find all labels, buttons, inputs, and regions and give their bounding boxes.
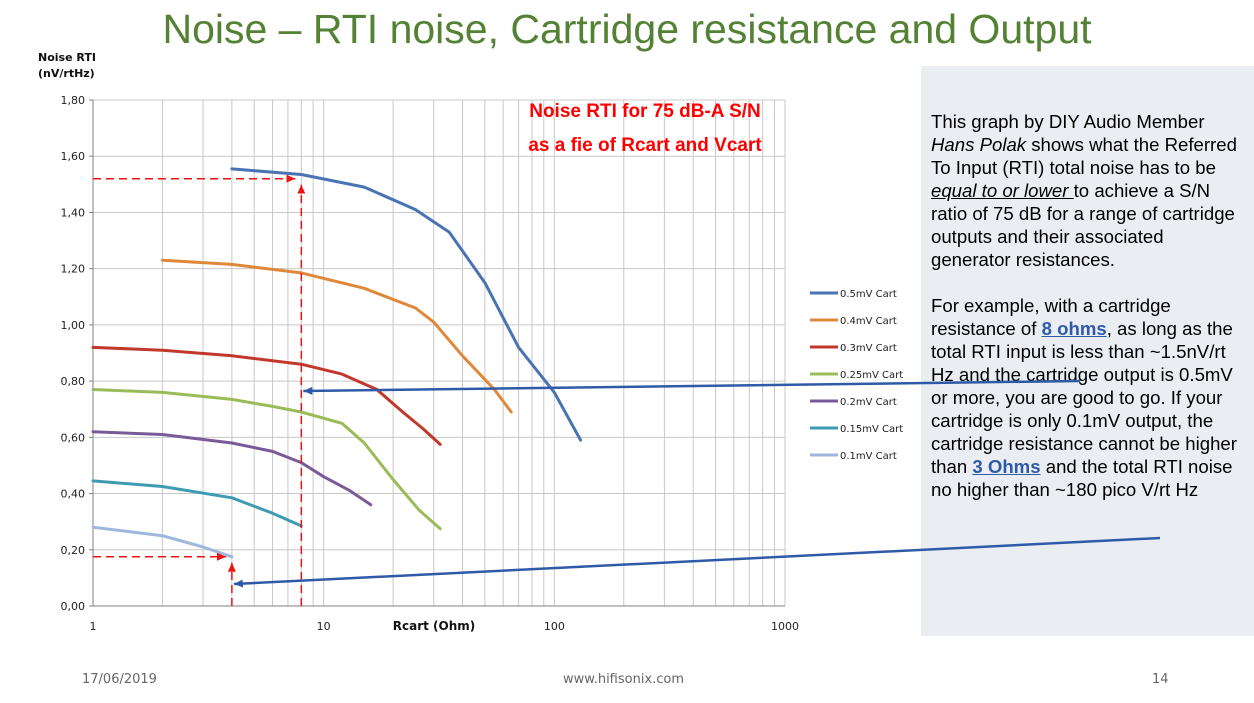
y-tick-label: 1,60 — [61, 150, 86, 163]
pointer-arrow — [303, 379, 1081, 395]
x-tick-label: 10 — [317, 620, 331, 633]
series-line — [160, 258, 513, 414]
y-tick-label: 0,20 — [61, 544, 86, 557]
description-text: This graph by DIY Audio Member Hans Pola… — [931, 110, 1241, 501]
description-paragraph-2: For example, with a cartridge resistance… — [931, 295, 1237, 500]
x-tick-label: 1000 — [771, 620, 799, 633]
legend-label: 0.3mV Cart — [840, 343, 897, 354]
pointer-arrow — [233, 536, 1161, 588]
highlight-3-ohms: 3 Ohms — [972, 456, 1041, 477]
series-line — [230, 167, 583, 442]
series-line — [91, 525, 234, 559]
y-tick-label: 1,80 — [61, 94, 86, 107]
series-line — [91, 479, 303, 528]
chart-annotation-line-2: as a fie of Rcart and Vcart — [528, 135, 762, 156]
legend-label: 0.1mV Cart — [840, 451, 897, 462]
y-axis-title: Noise RTI — [38, 51, 96, 64]
y-tick-label: 0,80 — [61, 375, 86, 388]
y-tick-label: 0,60 — [61, 431, 86, 444]
x-axis-title: Rcart (Ohm) — [393, 619, 476, 633]
footer-date: 17/06/2019 — [82, 672, 157, 687]
y-tick-label: 0,40 — [61, 488, 86, 501]
x-tick-label: 100 — [544, 620, 565, 633]
description-paragraph-1: This graph by DIY Audio Member Hans Pola… — [931, 111, 1237, 270]
x-tick-label: 1 — [90, 620, 97, 633]
legend-label: 0.2mV Cart — [840, 397, 897, 408]
legend-label: 0.4mV Cart — [840, 316, 897, 327]
y-axis-unit: (nV/rtHz) — [38, 67, 95, 80]
series-line — [91, 430, 373, 507]
series-line — [91, 388, 442, 531]
slide-title: Noise – RTI noise, Cartridge resistance … — [162, 6, 1092, 52]
chart-annotation-line-1: Noise RTI for 75 dB-A S/N — [529, 101, 761, 122]
y-tick-label: 0,00 — [61, 600, 86, 613]
legend-label: 0.25mV Cart — [840, 370, 903, 381]
legend-label: 0.15mV Cart — [840, 424, 903, 435]
footer-page-number: 14 — [1152, 672, 1169, 687]
footer-url: www.hifisonix.com — [563, 672, 685, 687]
legend-label: 0.5mV Cart — [840, 289, 897, 300]
highlight-8-ohms: 8 ohms — [1041, 318, 1107, 339]
y-tick-label: 1,20 — [61, 263, 86, 276]
y-tick-label: 1,00 — [61, 319, 86, 332]
series-line — [91, 345, 442, 446]
y-tick-label: 1,40 — [61, 206, 86, 219]
